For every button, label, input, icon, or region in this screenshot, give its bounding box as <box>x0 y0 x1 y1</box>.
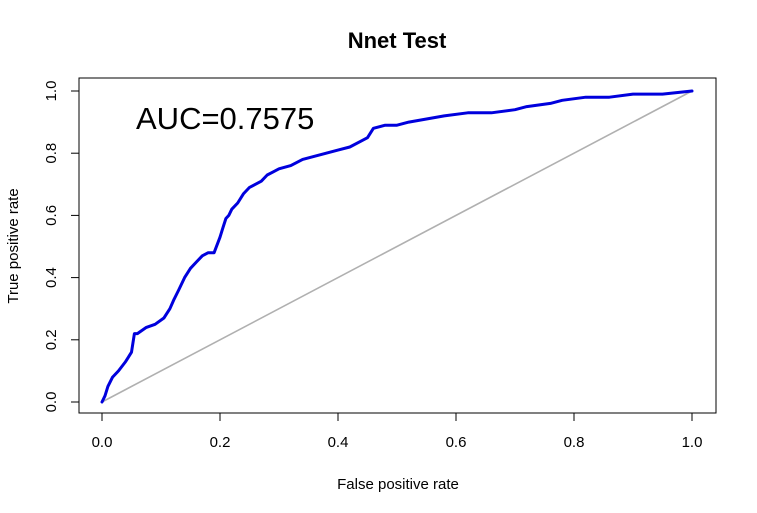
auc-annotation: AUC=0.7575 <box>136 101 314 136</box>
x-tick-label: 0.6 <box>446 434 467 451</box>
x-tick-label: 0.2 <box>210 434 231 451</box>
y-tick-label: 0.4 <box>43 267 60 288</box>
x-tick-label: 1.0 <box>682 434 703 451</box>
x-tick-label: 0.0 <box>92 434 113 451</box>
reference-diagonal-line <box>101 90 693 403</box>
y-axis-label: True positive rate <box>5 188 22 303</box>
y-tick-label: 0.8 <box>43 143 60 164</box>
x-tick-label: 0.4 <box>328 434 349 451</box>
series-layer <box>100 89 694 404</box>
y-tick-label: 0.6 <box>43 205 60 226</box>
x-tick-label: 0.8 <box>564 434 585 451</box>
roc-curve-line <box>100 89 694 404</box>
y-tick-label: 0.2 <box>43 329 60 350</box>
x-axis: 0.0 0.2 0.4 0.6 0.8 1.0 <box>92 412 703 451</box>
chart-title: Nnet Test <box>348 28 447 53</box>
y-axis: 0.0 0.2 0.4 0.6 0.8 1.0 <box>43 81 80 413</box>
y-tick-label: 0.0 <box>43 392 60 413</box>
x-axis-label: False positive rate <box>337 476 459 493</box>
y-tick-label: 1.0 <box>43 81 60 102</box>
